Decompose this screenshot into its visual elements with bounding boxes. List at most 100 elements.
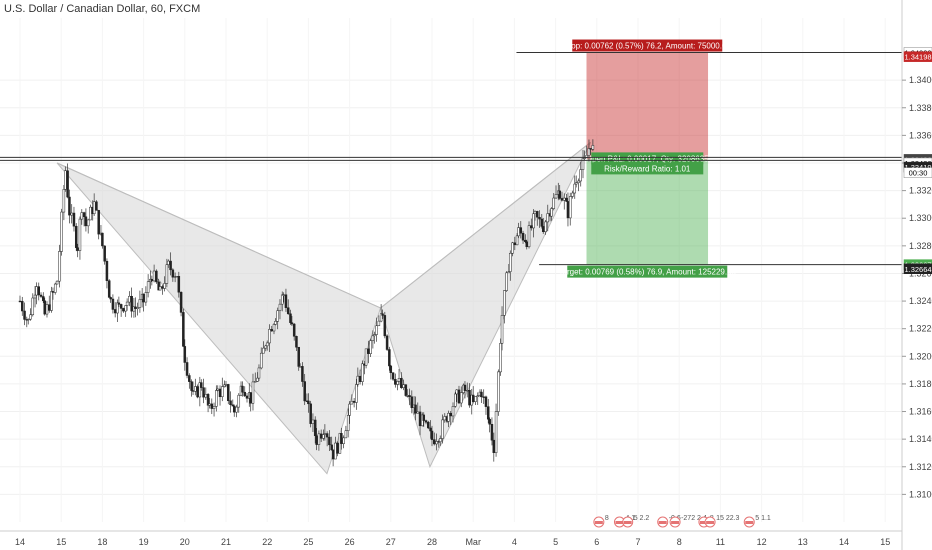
candle-up: [31, 297, 35, 316]
candle-down: [492, 439, 496, 453]
candle-down: [202, 387, 205, 398]
candle-down: [414, 404, 417, 414]
pattern-bd-line: [380, 141, 591, 309]
event-label: 15 22.3: [716, 515, 739, 522]
candle-up: [163, 283, 166, 289]
candle-down: [84, 216, 88, 227]
candle-down: [331, 449, 335, 460]
candle-down: [524, 239, 527, 243]
candle-down: [171, 269, 175, 278]
candle-up: [455, 389, 458, 395]
open-pl-label: Open P&L: 0.00017, Qty: 3208635: [586, 152, 709, 165]
candle-down: [424, 420, 428, 423]
candle-down: [169, 260, 172, 271]
candle-down: [200, 382, 203, 388]
pattern-xb-line: [56, 162, 381, 309]
candle-down: [18, 300, 22, 303]
time-axis[interactable]: 14 15 18 19 20 21 22 25 26 27 28 Mar 4 5 6 7 8 11 12 13 14 15: [0, 530, 902, 547]
candle-up: [212, 406, 216, 409]
candle-up: [397, 378, 401, 382]
candle-up: [511, 242, 514, 254]
candle-down: [429, 427, 432, 432]
candle-up: [235, 406, 238, 413]
candle-up: [280, 294, 284, 305]
candle-up: [35, 286, 38, 296]
time-tick-label: 4: [512, 537, 517, 547]
time-tick-label: 14: [839, 537, 849, 547]
candle-up: [124, 305, 127, 312]
price-tick-label: 1.33800: [909, 103, 932, 113]
candle-down: [486, 406, 490, 420]
candle-down: [292, 323, 296, 337]
candle-up: [346, 415, 350, 431]
candle-down: [463, 384, 467, 391]
risk-reward-label-bg: [591, 162, 704, 175]
long-position-tool[interactable]: Stop: 0.00762 (0.57%) 76.2, Amount: 7500…: [559, 39, 737, 278]
candle-down: [589, 148, 592, 150]
candle-down: [206, 394, 210, 406]
candle-down: [117, 302, 121, 305]
candle-down: [367, 348, 370, 354]
candle-down: [385, 335, 389, 350]
candle-down: [182, 312, 185, 347]
candle-up: [591, 145, 595, 150]
time-tick-label: 14: [15, 537, 25, 547]
candle-down: [513, 242, 517, 246]
candle-down: [289, 313, 292, 323]
candle-up: [552, 197, 555, 209]
candle-up: [132, 306, 136, 312]
candle-down: [307, 400, 310, 405]
candle-up: [50, 291, 53, 311]
price-axis-label-bg: [903, 167, 932, 178]
price-tick-label: 1.34000: [909, 75, 932, 85]
candle-up: [175, 276, 178, 278]
candle-up: [507, 271, 511, 274]
candle-down: [394, 379, 397, 385]
candle-down: [179, 291, 183, 313]
candle-down: [295, 336, 298, 348]
candle-up: [533, 211, 537, 214]
candle-down: [103, 245, 106, 262]
candle-up: [92, 201, 96, 215]
price-axis-label-bg: [903, 51, 932, 62]
price-tick-label: 1.31400: [909, 434, 932, 444]
event-marker: 5 1.1: [743, 515, 771, 528]
candle-down: [196, 386, 199, 398]
candle-down: [218, 388, 222, 398]
candle-down: [400, 378, 403, 388]
time-tick-label: 15: [56, 537, 66, 547]
candle-up: [348, 403, 351, 416]
candle-down: [161, 286, 164, 289]
candle-down: [538, 216, 541, 220]
candle-up: [80, 212, 84, 220]
candle-up: [221, 386, 224, 398]
time-tick-label: 22: [262, 537, 272, 547]
candle-down: [119, 304, 123, 309]
candle-down: [105, 260, 109, 281]
candle-up: [465, 390, 469, 392]
candle-down: [231, 404, 235, 407]
candle-up: [237, 394, 241, 408]
price-axis[interactable]: 1.31000 1.31200 1.31400 1.31600 1.31800 1.320…: [901, 0, 932, 550]
stop-label: Stop: 0.00762 (0.57%) 76.2, Amount: 7500…: [564, 39, 731, 52]
time-tick-label: 5: [553, 537, 558, 547]
event-label: 8: [605, 515, 609, 522]
candle-up: [416, 411, 420, 414]
candle-up: [574, 182, 578, 185]
candle-down: [39, 294, 43, 297]
price-tick-label: 1.32400: [909, 296, 932, 306]
event-flag-stripe: [706, 521, 715, 524]
candle-down: [107, 280, 111, 298]
time-tick-label: 12: [757, 537, 767, 547]
candle-down: [301, 366, 304, 382]
candle-up: [216, 388, 220, 391]
stop-label-bg: [572, 39, 723, 52]
candle-up: [573, 183, 577, 194]
event-label: 5 1.1: [755, 515, 771, 522]
candle-up: [208, 403, 211, 406]
candle-down: [408, 395, 411, 397]
time-tick-label: 25: [303, 537, 313, 547]
event-flag-stripe: [615, 521, 624, 524]
candle-down: [427, 421, 430, 429]
